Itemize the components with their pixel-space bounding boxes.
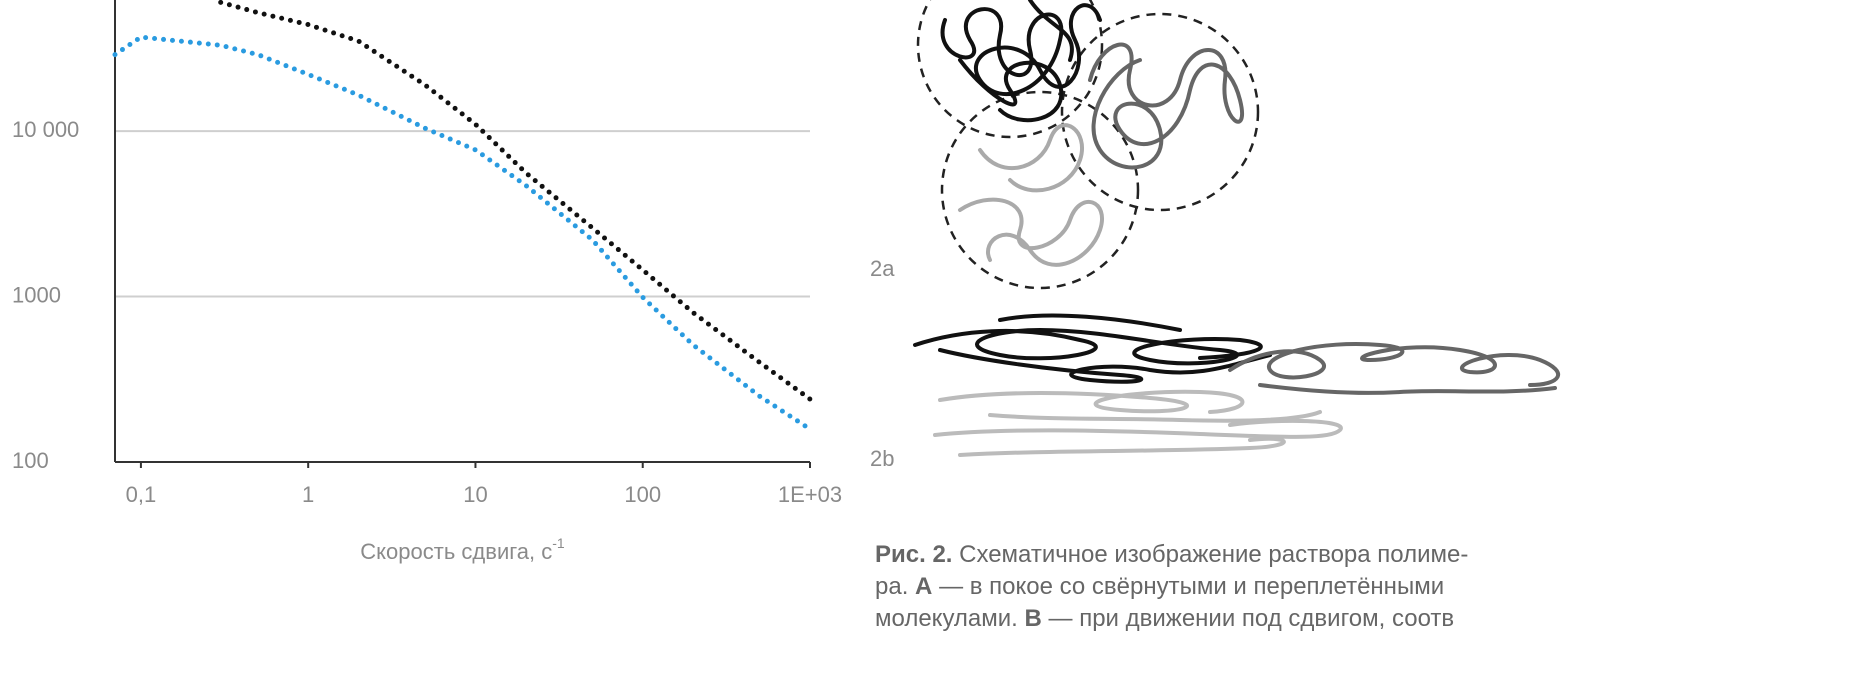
caption-text: — при движении под сдвигом, соотв [1049,605,1455,632]
series-line [218,0,813,402]
x-axis-label: Скорость сдвига, с-1 [360,535,565,564]
y-tick-label: 1000 [12,282,61,307]
coil-boundary [916,0,1104,139]
x-tick-label: 0,1 [126,482,157,507]
figure-label: 2a [870,256,895,281]
caption-text: — в покое со свёрнутыми и переплетёнными [939,573,1444,600]
caption-mark: А [915,573,932,600]
x-tick-label: 1E+03 [778,482,842,507]
y-tick-label: 10 000 [12,117,79,142]
polymer-coil [1088,42,1244,170]
caption-text: молекулами. [875,605,1018,632]
coil-boundary [940,90,1140,290]
x-axis-label-text: Скорость сдвига, с [360,539,552,564]
caption-text: ра. [875,573,908,600]
diagram: 2a 2b Рис. 2. Схематичное изображение ра… [870,0,1561,632]
coil-boundary [1060,12,1260,212]
chart: 100 1000 10 000 0,1 1 10 100 1E+03 Скорость сдви… [12,0,842,564]
caption-text: Схематичное изображение раствора полиме- [959,541,1468,568]
figure-label: 2b [870,446,894,471]
series-line [112,34,813,432]
x-axis-label-superscript: -1 [552,535,565,551]
x-tick-label: 1 [302,482,314,507]
polymer-coil [940,3,1102,97]
polymer-coil [913,313,1272,384]
caption-line: Рис. 2. Схематичное изображение раствора… [875,541,1468,568]
caption-line: молекулами. В — при движении под сдвигом… [875,605,1454,632]
caption-mark: В [1025,605,1042,632]
polymer-coil [958,123,1104,267]
y-tick-label: 100 [12,448,49,473]
polymer-coil [1228,342,1561,395]
polymer-coil [958,0,1074,123]
caption-number: Рис. 2. [875,541,952,568]
x-tick-label: 10 [463,482,487,507]
polymer-coil [933,389,1343,457]
x-tick-label: 100 [624,482,661,507]
caption-line: ра. А — в покое со свёрнутыми и переплет… [875,573,1444,600]
